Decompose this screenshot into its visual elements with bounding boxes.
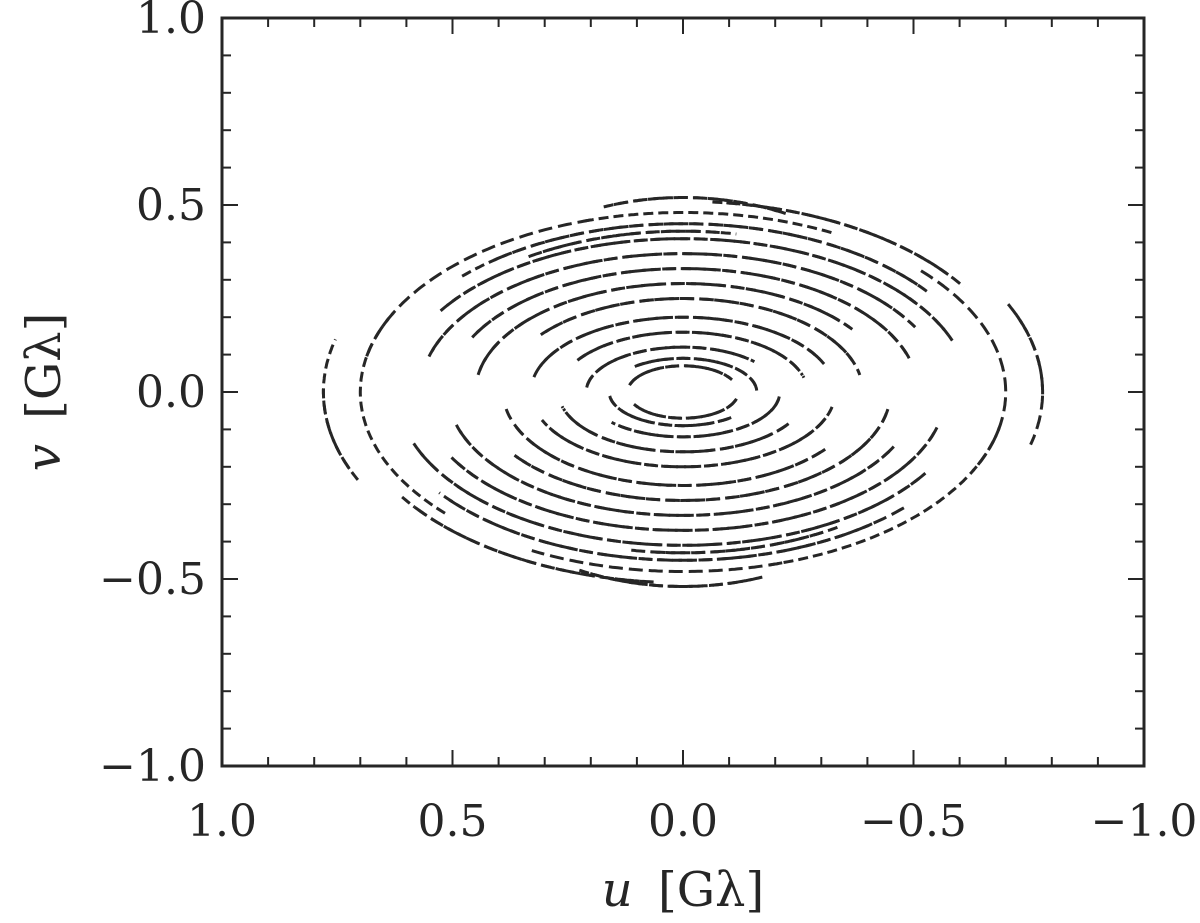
uv-track-conjugate-15 <box>471 267 910 359</box>
uv-track-conjugate-2 <box>607 393 730 428</box>
uv-track-30 <box>629 530 824 555</box>
x-axis-label: u [Gλ] <box>602 862 764 918</box>
y-axis-label: v [Gλ] <box>16 313 72 472</box>
uv-track-13 <box>508 408 890 503</box>
uv-track-6 <box>579 330 806 379</box>
uv-track-5 <box>613 398 781 439</box>
x-tick-label: 1.0 <box>187 796 257 847</box>
uv-track-1 <box>633 397 738 420</box>
uv-track-conjugate-32 <box>603 196 781 214</box>
uv-track-conjugate-17 <box>427 252 917 358</box>
uv-track-15 <box>456 425 895 517</box>
x-tick-label: −0.5 <box>860 796 967 847</box>
uv-track-31 <box>613 196 791 217</box>
uv-track-19 <box>416 448 927 547</box>
uv-track-7 <box>562 407 790 454</box>
y-tick-label: −1.0 <box>99 741 206 792</box>
uv-track-conjugate-6 <box>560 405 787 454</box>
uv-track-17 <box>449 426 939 532</box>
y-tick-label: 0.0 <box>136 367 206 418</box>
uv-track-0 <box>628 364 732 386</box>
uv-track-conjugate-24 <box>583 211 835 235</box>
uv-track-conjugate-11 <box>539 297 862 376</box>
uv-track-24 <box>531 549 783 573</box>
tick-labels: 1.0 0.5 0.0 −0.5 −1.01.00.50.0−0.5−1.0 <box>99 0 1197 847</box>
uv-track-conjugate-3 <box>634 356 757 387</box>
uv-track-25 <box>726 201 954 280</box>
uv-track-27 <box>1006 303 1045 446</box>
x-tick-label: 0.5 <box>418 796 488 847</box>
y-tick-label: 1.0 <box>136 0 206 44</box>
x-axis-unit: [Gλ] <box>658 862 764 918</box>
uv-track-conjugate-23 <box>358 311 446 515</box>
uv-track-20 <box>493 222 928 293</box>
uv-track-23 <box>920 269 1008 473</box>
uv-track-9 <box>540 417 827 469</box>
uv-track-conjugate-27 <box>321 338 360 481</box>
uv-track-conjugate-21 <box>461 222 920 288</box>
uv-track-conjugate-13 <box>476 281 858 376</box>
uv-track-26 <box>401 495 654 584</box>
x-axis-variable: u <box>602 862 633 918</box>
uv-track-11 <box>504 408 827 487</box>
uv-track-32 <box>585 570 763 588</box>
plot-frame <box>220 16 1146 768</box>
uv-track-conjugate-10 <box>512 422 822 487</box>
x-tick-label: −1.0 <box>1091 796 1198 847</box>
uv-track-conjugate-29 <box>646 525 838 555</box>
y-tick-label: −0.5 <box>99 554 206 605</box>
uv-track-conjugate-25 <box>412 504 640 583</box>
uv-track-conjugate-0 <box>634 398 738 420</box>
x-tick-label: 0.0 <box>648 796 718 847</box>
uv-track-conjugate-20 <box>438 491 873 562</box>
uv-track-22 <box>365 217 597 357</box>
uv-track-3 <box>609 397 732 428</box>
y-axis-unit: [Gλ] <box>16 313 72 419</box>
uv-track-28 <box>321 388 351 470</box>
uv-track-2 <box>636 356 759 391</box>
uv-track-16 <box>430 252 910 352</box>
uv-track-conjugate-30 <box>542 229 737 254</box>
y-axis-variable: v <box>16 444 72 471</box>
uv-track-4 <box>585 345 756 388</box>
uv-track-conjugate-1 <box>628 364 733 387</box>
uv-track-conjugate-7 <box>576 330 804 377</box>
uv-track-conjugate-19 <box>439 237 950 336</box>
uv-track-21 <box>446 496 905 562</box>
uv-track-conjugate-5 <box>585 345 753 386</box>
uv-track-conjugate-28 <box>1015 314 1045 396</box>
y-tick-label: 0.5 <box>136 180 206 231</box>
plot-area <box>321 196 1045 588</box>
uv-track-conjugate-9 <box>539 315 826 367</box>
